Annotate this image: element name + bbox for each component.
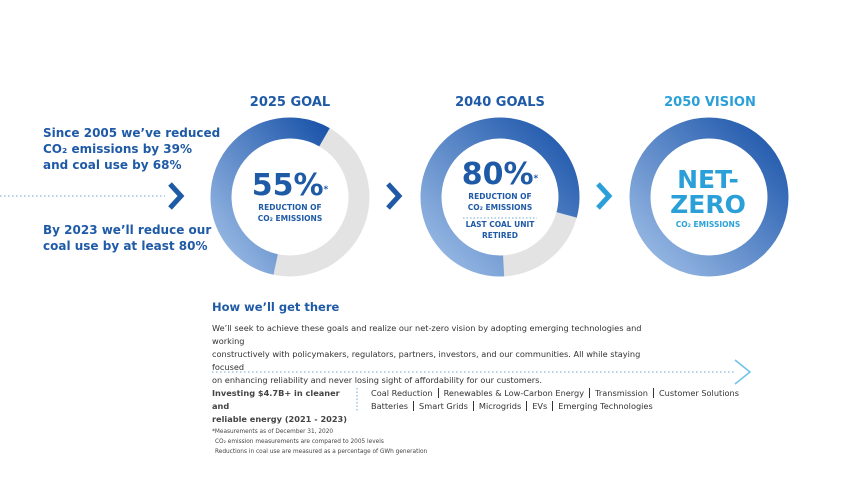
- footnotes: *Measurements as of December 31, 2020 CO…: [212, 427, 427, 457]
- unit: %: [293, 168, 324, 203]
- caption: CO₂ EMISSIONS: [675, 220, 741, 229]
- caption: RETIRED: [482, 231, 518, 240]
- ring-text: NET- ZERO CO₂ EMISSIONS: [638, 167, 778, 230]
- categories: Coal Reduction Renewables & Low-Carbon En…: [371, 387, 744, 413]
- ring-progress: [210, 117, 330, 275]
- vision-title: ZERO: [670, 190, 746, 219]
- stat-line: By 2023 we’ll reduce our: [43, 223, 212, 237]
- value: 80: [461, 157, 504, 192]
- category: Coal Reduction: [371, 388, 433, 398]
- chevron: [386, 182, 403, 210]
- ring: [629, 117, 789, 277]
- stat-line: and coal use by 68%: [43, 158, 182, 172]
- chevron: [596, 182, 613, 210]
- stat: Since 2005 we’ve reduced CO₂ emissions b…: [43, 125, 220, 173]
- paragraph-line: We’ll seek to achieve these goals and re…: [212, 323, 642, 346]
- arrow: [734, 359, 752, 385]
- stat: By 2023 we’ll reduce our coal use by at …: [43, 222, 211, 254]
- ring-text: 80%* REDUCTION OF CO₂ EMISSIONS LAST COA…: [430, 159, 570, 241]
- category: Renewables & Low-Carbon Energy: [437, 388, 590, 398]
- vision-title: NET-: [677, 165, 739, 194]
- caption: CO₂ EMISSIONS: [467, 203, 533, 212]
- goal-heading: 2050 VISION: [664, 95, 756, 110]
- stat-line: coal use by at least 80%: [43, 239, 208, 253]
- investing-line: Investing $4.7B+ in cleaner and: [212, 388, 340, 411]
- section-title: How we’ll get there: [212, 300, 340, 314]
- caption: REDUCTION OF: [258, 203, 322, 212]
- stat-line: CO₂ emissions by 39%: [43, 142, 193, 156]
- category: Emerging Technologies: [552, 401, 658, 411]
- paragraph-line: constructively with policymakers, regula…: [212, 349, 641, 372]
- goal-heading: 2040 GOALS: [455, 95, 545, 110]
- category: Microgrids: [472, 401, 527, 411]
- note-mark: *: [323, 185, 329, 195]
- stat-line: Since 2005 we’ve reduced: [43, 126, 221, 140]
- ring-progress: [420, 117, 580, 277]
- value: 55: [251, 168, 294, 203]
- investing: Investing $4.7B+ in cleaner and reliable…: [212, 387, 352, 426]
- footnote: CO₂ emission measurements are compared t…: [215, 439, 384, 445]
- footnote: *Measurements as of December 31, 2020: [212, 429, 334, 435]
- paragraph-line: on enhancing reliability and never losin…: [212, 375, 543, 385]
- chevron: [168, 182, 185, 210]
- note-mark: *: [533, 174, 539, 184]
- caption: CO₂ EMISSIONS: [257, 214, 323, 223]
- investing-line: reliable energy (2021 - 2023): [212, 414, 347, 424]
- goal-heading: 2025 GOAL: [249, 95, 331, 110]
- category-row: Batteries Smart Grids Microgrids EVs Emergin…: [371, 400, 744, 413]
- footnote: Reductions in coal use are measured as a…: [215, 449, 428, 455]
- category: EVs: [526, 401, 553, 411]
- category: Transmission: [589, 388, 653, 398]
- caption: REDUCTION OF: [468, 192, 532, 201]
- category-row: Coal Reduction Renewables & Low-Carbon En…: [371, 387, 744, 400]
- category: Smart Grids: [413, 401, 473, 411]
- ring-text: 55%* REDUCTION OF CO₂ EMISSIONS: [220, 170, 360, 224]
- category: Batteries: [371, 401, 409, 411]
- unit: %: [503, 157, 534, 192]
- paragraph: We’ll seek to achieve these goals and re…: [212, 322, 652, 387]
- category: Customer Solutions: [652, 388, 744, 398]
- caption: LAST COAL UNIT: [465, 220, 535, 229]
